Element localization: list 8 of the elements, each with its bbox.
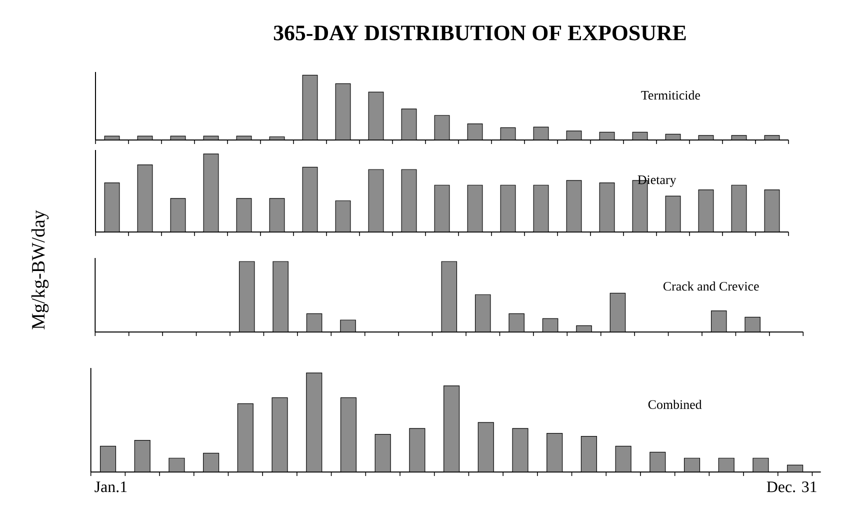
series-label: Dietary	[638, 175, 676, 187]
text: Dec. 31	[766, 482, 816, 492]
chart-title: 365-DAY DISTRIBUTION OF EXPOSURE	[274, 26, 686, 40]
text: Combined	[648, 400, 702, 409]
text: Termiticide	[641, 90, 700, 100]
series-label: Crack and Crevice	[663, 282, 759, 291]
text: Jan.1	[94, 482, 127, 492]
y-axis-title: Mg/kg-BW/day	[31, 210, 49, 330]
